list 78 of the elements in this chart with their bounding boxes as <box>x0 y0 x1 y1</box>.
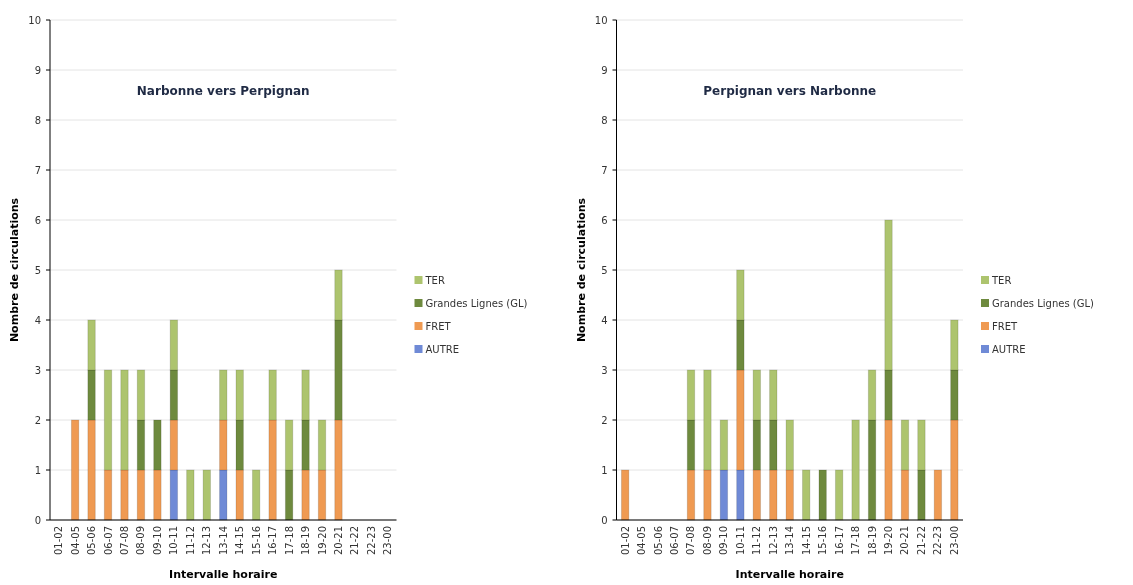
x-tick-label: 14-15 <box>800 526 812 556</box>
y-tick-label: 0 <box>601 514 608 526</box>
text: Perpignan vers Narbonne <box>703 84 877 98</box>
x-tick-label: 22-23 <box>932 526 944 556</box>
x-tick-label: 18-19 <box>866 526 878 556</box>
y-tick-label: 4 <box>601 314 608 326</box>
x-tick-label: 16-17 <box>833 526 845 556</box>
x-tick-label: 15-16 <box>250 526 262 556</box>
x-tick-label: 06-07 <box>102 526 114 556</box>
y-tick-label: 10 <box>28 14 41 26</box>
x-tick-label: 09-10 <box>718 526 730 556</box>
x-tick-label: 13-14 <box>784 526 796 556</box>
x-tick-label: 21-22 <box>915 526 927 556</box>
legend-label: TER <box>991 274 1012 286</box>
y-tick-label: 6 <box>34 214 41 226</box>
x-tick-label: 13-14 <box>217 526 229 556</box>
y-tick-label: 7 <box>34 164 41 176</box>
x-tick-label: 18-19 <box>300 526 312 556</box>
y-tick-label: 1 <box>34 464 41 476</box>
x-tick-label: 05-06 <box>652 526 664 556</box>
x-tick-label: 08-09 <box>701 526 713 556</box>
x-tick-label: 20-21 <box>332 526 344 556</box>
x-tick-label: 08-09 <box>135 526 147 556</box>
y-tick-label: 9 <box>34 64 41 76</box>
y-tick-label: 8 <box>34 114 41 126</box>
legend-label: Grandes Lignes (GL) <box>992 297 1095 309</box>
x-tick-label: 23-00 <box>948 526 960 556</box>
x-tick-label: 07-08 <box>685 526 697 556</box>
y-tick-label: 2 <box>601 414 608 426</box>
x-tick-label: 19-20 <box>316 526 328 556</box>
x-tick-label: 17-18 <box>850 526 862 556</box>
legend-label: TER <box>424 274 445 286</box>
x-tick-label: 10-11 <box>734 526 746 556</box>
x-tick-label: 01-02 <box>619 526 631 556</box>
x-tick-label: 21-22 <box>349 526 361 556</box>
legend-label: FRET <box>425 320 452 332</box>
x-tick-label: 07-08 <box>118 526 130 556</box>
y-tick-label: 9 <box>601 64 608 76</box>
x-tick-label: 16-17 <box>267 526 279 556</box>
y-tick-label: 1 <box>601 464 608 476</box>
legend-label: FRET <box>992 320 1019 332</box>
y-axis-title: Nombre de circulations <box>8 197 21 343</box>
y-tick-label: 6 <box>601 214 608 226</box>
y-tick-label: 5 <box>34 264 41 276</box>
legend-label: Grandes Lignes (GL) <box>425 297 528 309</box>
y-tick-label: 2 <box>34 414 41 426</box>
x-tick-label: 23-00 <box>382 526 394 556</box>
y-tick-label: 4 <box>34 314 41 326</box>
x-tick-label: 04-05 <box>636 526 648 556</box>
legend-label: AUTRE <box>992 343 1026 355</box>
x-tick-label: 12-13 <box>201 526 213 556</box>
x-tick-label: 10-11 <box>168 526 180 556</box>
x-tick-label: 15-16 <box>817 526 829 556</box>
x-tick-label: 04-05 <box>69 526 81 556</box>
x-tick-label: 19-20 <box>883 526 895 556</box>
x-tick-label: 11-12 <box>184 526 196 556</box>
y-tick-label: 10 <box>594 14 608 26</box>
y-tick-label: 5 <box>601 264 608 276</box>
x-axis-title: Intervalle horaire <box>735 568 844 581</box>
x-tick-label: 22-23 <box>365 526 377 556</box>
y-tick-label: 3 <box>34 364 41 376</box>
x-tick-label: 12-13 <box>767 526 779 556</box>
x-tick-label: 06-07 <box>669 526 681 556</box>
x-tick-label: 01-02 <box>53 526 65 556</box>
text: Narbonne vers Perpignan <box>136 84 310 98</box>
legend-label: AUTRE <box>425 343 460 355</box>
x-tick-label: 11-12 <box>751 526 763 556</box>
x-axis-title: Intervalle horaire <box>169 568 278 581</box>
x-tick-label: 09-10 <box>151 526 163 556</box>
x-tick-label: 20-21 <box>899 526 911 556</box>
y-tick-label: 3 <box>601 364 608 376</box>
y-tick-label: 7 <box>601 164 608 176</box>
x-tick-label: 05-06 <box>86 526 98 556</box>
y-axis-title: Nombre de circulations <box>574 197 588 343</box>
x-tick-label: 17-18 <box>283 526 295 556</box>
y-tick-label: 0 <box>34 514 41 526</box>
y-tick-label: 8 <box>601 114 608 126</box>
x-tick-label: 14-15 <box>234 526 246 556</box>
